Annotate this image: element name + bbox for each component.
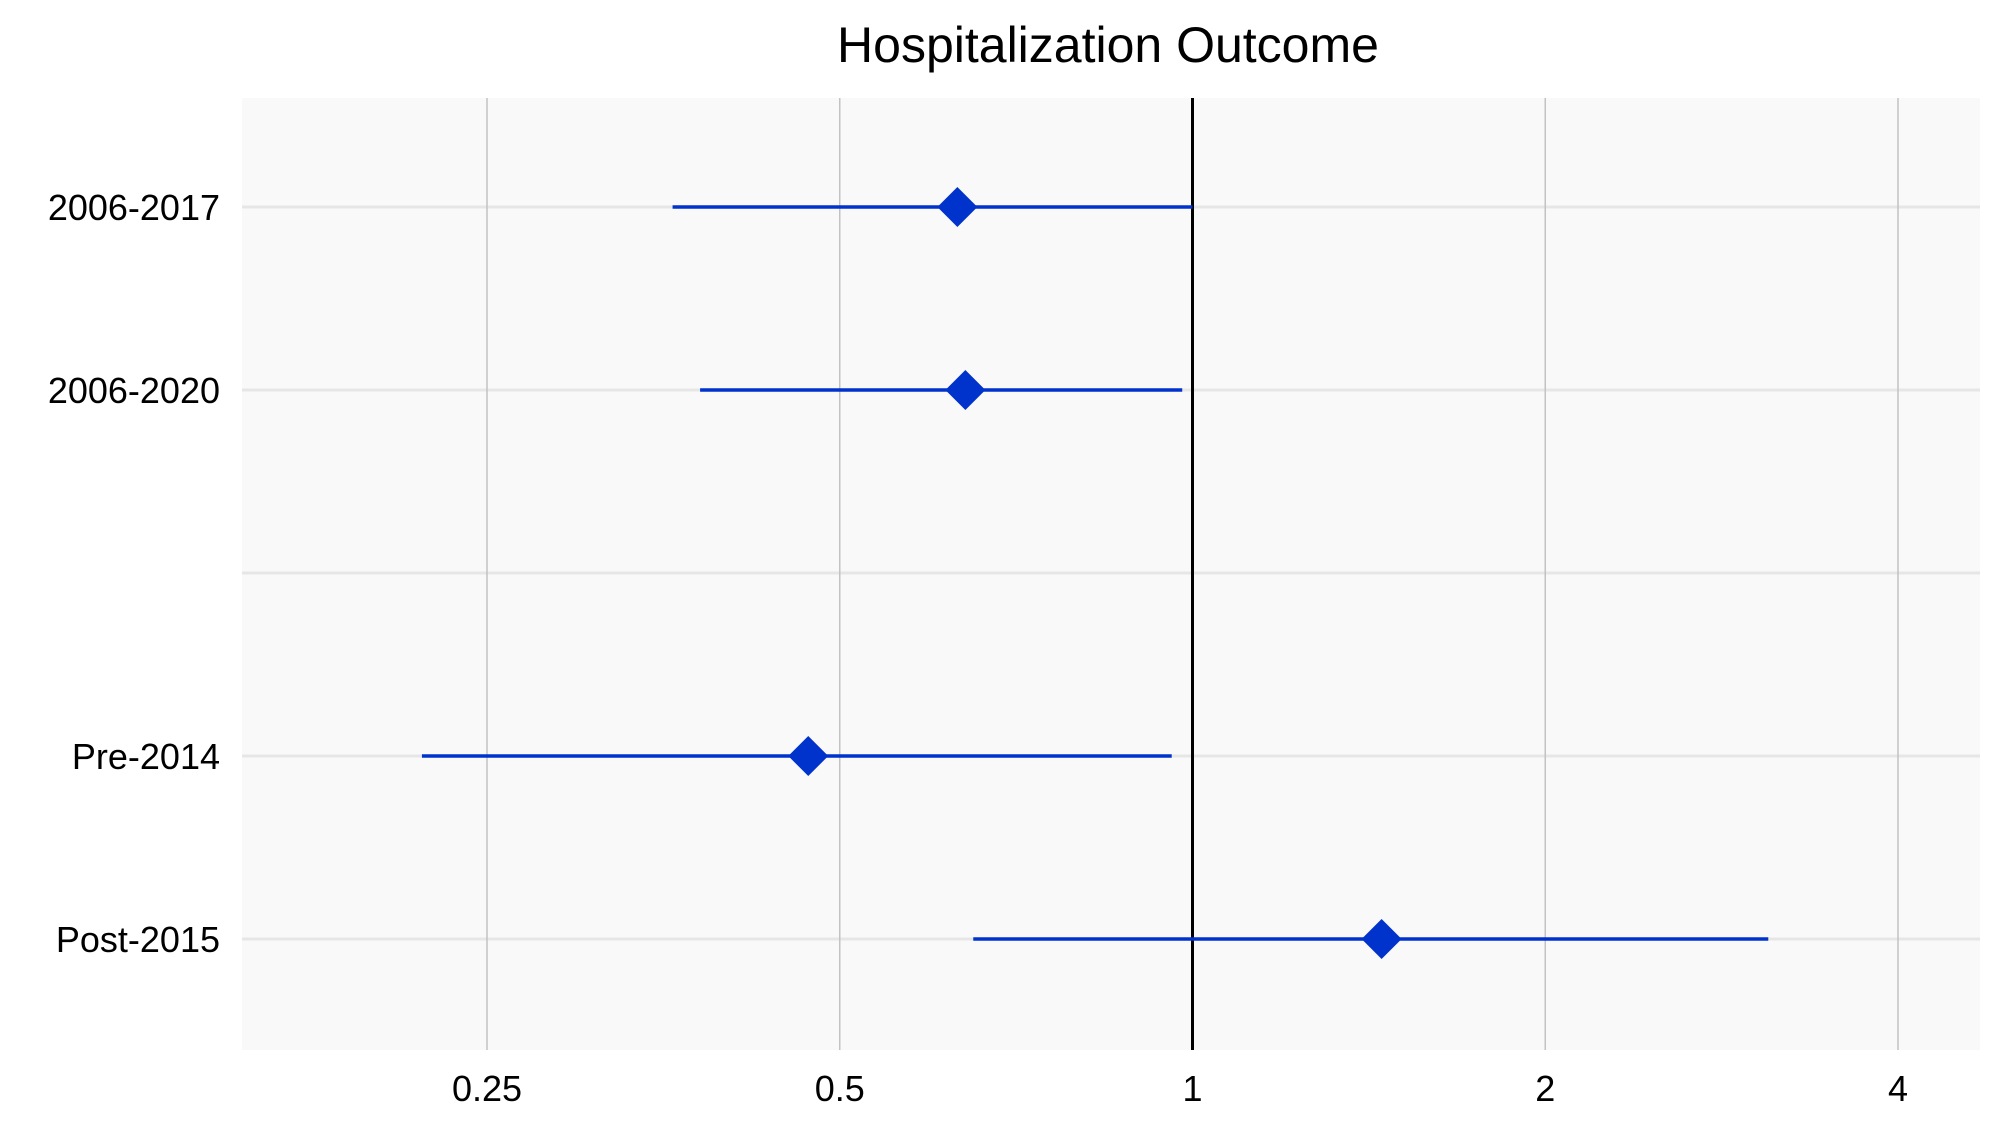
estimate-point <box>937 187 978 227</box>
estimate-point <box>1361 919 1402 959</box>
x-tick-label: 1 <box>1182 1068 1202 1109</box>
x-tick-label: 0.5 <box>815 1068 865 1109</box>
estimate-points <box>788 187 1402 959</box>
y-tick-label: 2006-2020 <box>48 370 220 411</box>
x-tick-label: 2 <box>1535 1068 1555 1109</box>
y-tick-label: 2006-2017 <box>48 187 220 228</box>
y-tick-label: Pre-2014 <box>72 736 220 777</box>
chart-title: Hospitalization Outcome <box>837 17 1379 73</box>
estimate-point <box>788 736 829 776</box>
x-axis-tick-labels: 0.25 0.5 1 2 4 <box>452 1068 1908 1109</box>
x-tick-label: 4 <box>1888 1068 1908 1109</box>
y-axis-tick-labels: 2006-2017 2006-2020 Pre-2014 Post-2015 <box>48 187 220 960</box>
y-tick-label: Post-2015 <box>56 919 220 960</box>
x-tick-label: 0.25 <box>452 1068 522 1109</box>
estimate-point <box>945 370 986 410</box>
